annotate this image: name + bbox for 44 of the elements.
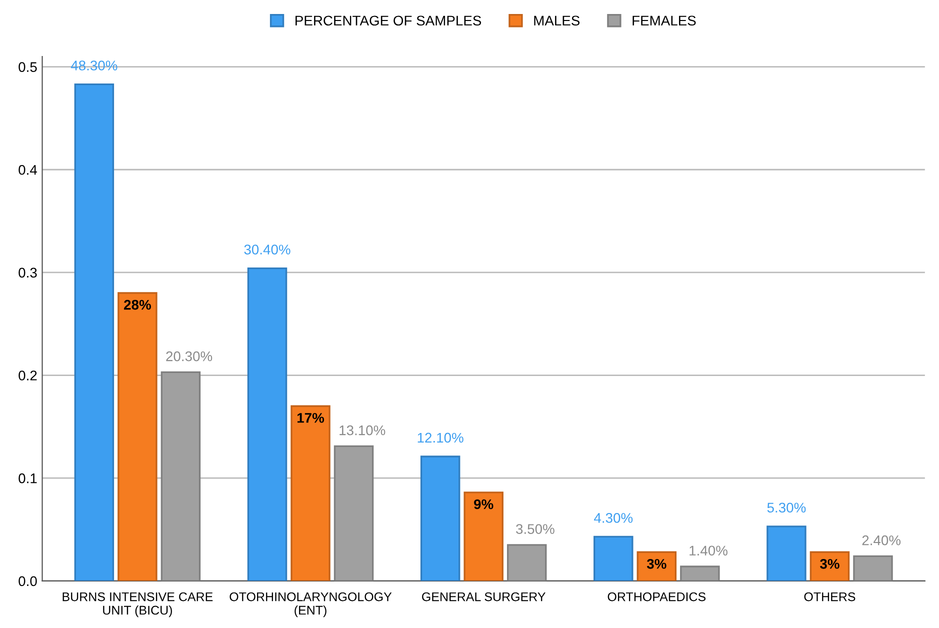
data-label: 4.30% [594, 512, 633, 523]
legend-label: MALES [534, 16, 580, 26]
legend-label: PERCENTAGE OF SAMPLES [296, 16, 482, 26]
x-tick-label: OTORHINOLARYNGOLOGY (ENT) [230, 592, 392, 618]
bar [594, 536, 634, 581]
bar [74, 83, 114, 581]
data-label: 2.40% [862, 535, 901, 546]
data-label: 30.40% [244, 244, 290, 254]
bar [290, 405, 330, 581]
bar [118, 292, 158, 581]
x-tick-label: ORTHOPAEDICS [608, 592, 706, 602]
data-label: 1.40% [690, 546, 728, 556]
bar [680, 566, 720, 581]
y-tick-label: 0.2 [18, 370, 37, 380]
data-label: 3% [646, 558, 666, 569]
data-label: 12.10% [418, 432, 464, 443]
x-tick-label: GENERAL SURGERY [422, 592, 546, 602]
data-label: 17% [297, 413, 324, 423]
data-label: 3.50% [516, 524, 554, 534]
data-label: 3% [820, 558, 840, 569]
bar [853, 555, 893, 581]
data-label: 28% [124, 300, 151, 310]
bar [160, 371, 201, 581]
y-tick-label: 0.5 [18, 62, 37, 72]
x-tick-label: OTHERS [804, 592, 856, 602]
bar [766, 526, 806, 581]
data-label: 5.30% [767, 502, 806, 513]
y-tick-label: 0.1 [18, 473, 37, 484]
bar [464, 492, 504, 581]
bar [247, 267, 288, 581]
data-label: 48.30% [70, 60, 118, 70]
data-label: 9% [474, 499, 494, 510]
y-tick-label: 0.0 [18, 576, 37, 586]
data-label: 20.30% [166, 351, 212, 362]
legend-label: FEMALES [632, 16, 696, 26]
y-tick-label: 0.3 [18, 268, 37, 278]
data-label: 13.10% [340, 425, 386, 436]
bar [334, 445, 374, 581]
bar [420, 456, 460, 581]
bar [636, 551, 677, 581]
y-tick-label: 0.4 [18, 164, 37, 175]
bar [810, 551, 850, 581]
bar [506, 544, 547, 581]
x-tick-label: BURNS INTENSIVE CARE UNIT (BICU) [62, 592, 213, 618]
